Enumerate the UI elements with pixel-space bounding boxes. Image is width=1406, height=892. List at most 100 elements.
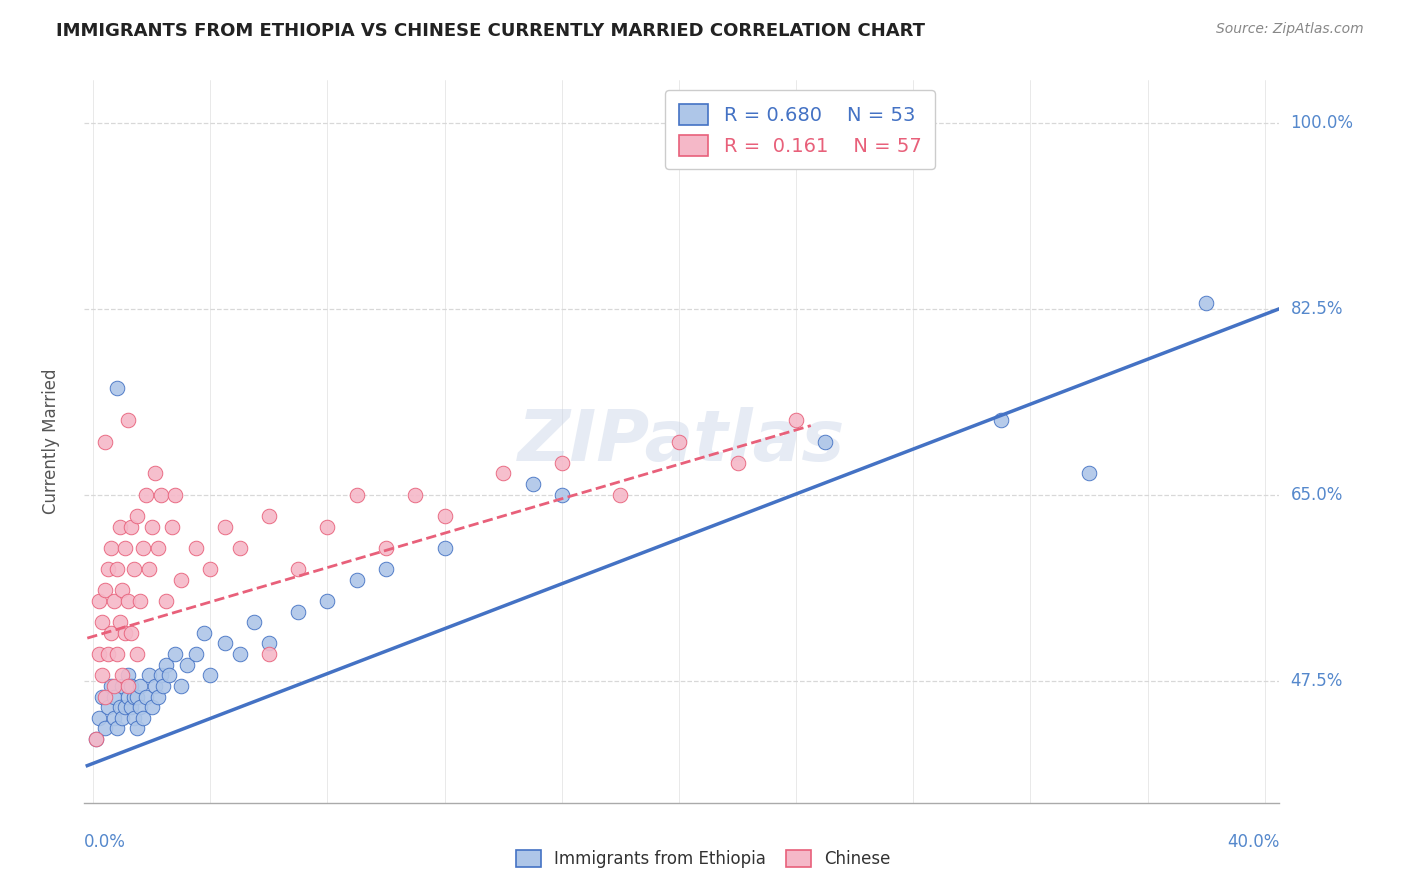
Point (90, 690, 114, 704)
Text: 65.0%: 65.0% (1291, 485, 1343, 504)
Point (200, 668, 222, 682)
Point (492, 467, 515, 481)
Point (111, 711, 134, 725)
Point (127, 508, 149, 523)
Point (87, 594, 110, 608)
Point (143, 467, 166, 481)
Point (176, 657, 198, 672)
Point (132, 541, 155, 555)
Point (184, 647, 207, 661)
Point (135, 690, 157, 704)
Text: ZIPatlas: ZIPatlas (519, 407, 845, 476)
Point (316, 519, 339, 533)
Text: 40.0%: 40.0% (1227, 833, 1279, 851)
Point (108, 615, 131, 630)
Point (94, 722, 117, 736)
Point (162, 519, 183, 533)
Point (94, 434, 117, 449)
Point (668, 434, 690, 449)
Point (105, 381, 128, 395)
Point (155, 594, 177, 608)
Point (551, 488, 574, 502)
Point (127, 647, 149, 661)
Point (111, 679, 134, 693)
Point (120, 700, 142, 714)
Point (287, 562, 309, 576)
Point (129, 700, 152, 714)
Point (146, 690, 169, 704)
Point (103, 594, 125, 608)
Point (609, 488, 631, 502)
Point (316, 594, 339, 608)
Point (287, 605, 309, 619)
Text: 82.5%: 82.5% (1291, 300, 1343, 318)
Point (257, 636, 280, 650)
Point (214, 519, 236, 533)
Legend: Immigrants from Ethiopia, Chinese: Immigrants from Ethiopia, Chinese (509, 843, 897, 875)
Point (149, 668, 172, 682)
Point (114, 541, 136, 555)
Point (404, 488, 426, 502)
Point (114, 625, 136, 640)
Point (146, 541, 169, 555)
Point (165, 488, 187, 502)
Point (94, 583, 117, 598)
Point (100, 679, 122, 693)
Point (105, 647, 128, 661)
Point (1078, 467, 1101, 481)
Point (170, 679, 193, 693)
Text: 0.0%: 0.0% (84, 833, 127, 851)
Point (100, 541, 122, 555)
Point (228, 541, 250, 555)
Point (117, 679, 139, 693)
Point (141, 519, 163, 533)
Point (120, 519, 142, 533)
Point (129, 679, 152, 693)
Point (165, 647, 187, 661)
Point (108, 519, 131, 533)
Point (135, 488, 157, 502)
Point (433, 541, 456, 555)
Point (990, 413, 1012, 427)
Text: 100.0%: 100.0% (1291, 114, 1354, 132)
Point (84, 732, 107, 747)
Point (90, 615, 114, 630)
Point (108, 700, 131, 714)
Point (120, 679, 142, 693)
Point (127, 722, 149, 736)
Point (117, 690, 139, 704)
Point (228, 647, 250, 661)
Point (141, 700, 163, 714)
Point (138, 562, 160, 576)
Point (97, 647, 120, 661)
Text: 47.5%: 47.5% (1291, 672, 1343, 690)
Point (103, 679, 125, 693)
Point (433, 508, 456, 523)
Point (375, 562, 398, 576)
Point (105, 562, 128, 576)
Point (117, 413, 139, 427)
Point (785, 413, 807, 427)
Point (149, 488, 172, 502)
Legend: R = 0.680    N = 53, R =  0.161    N = 57: R = 0.680 N = 53, R = 0.161 N = 57 (665, 90, 935, 169)
Point (200, 562, 222, 576)
Point (129, 594, 152, 608)
Point (214, 636, 236, 650)
Text: IMMIGRANTS FROM ETHIOPIA VS CHINESE CURRENTLY MARRIED CORRELATION CHART: IMMIGRANTS FROM ETHIOPIA VS CHINESE CURR… (56, 22, 925, 40)
Point (103, 711, 125, 725)
Point (184, 541, 207, 555)
Point (122, 690, 145, 704)
Point (170, 573, 193, 587)
Point (346, 488, 368, 502)
Point (122, 562, 145, 576)
Point (111, 583, 134, 598)
Text: Currently Married: Currently Married (42, 368, 60, 515)
Point (122, 711, 145, 725)
Point (814, 434, 837, 449)
Point (257, 508, 280, 523)
Point (522, 477, 544, 491)
Point (551, 456, 574, 470)
Point (127, 690, 149, 704)
Point (111, 668, 134, 682)
Point (94, 690, 117, 704)
